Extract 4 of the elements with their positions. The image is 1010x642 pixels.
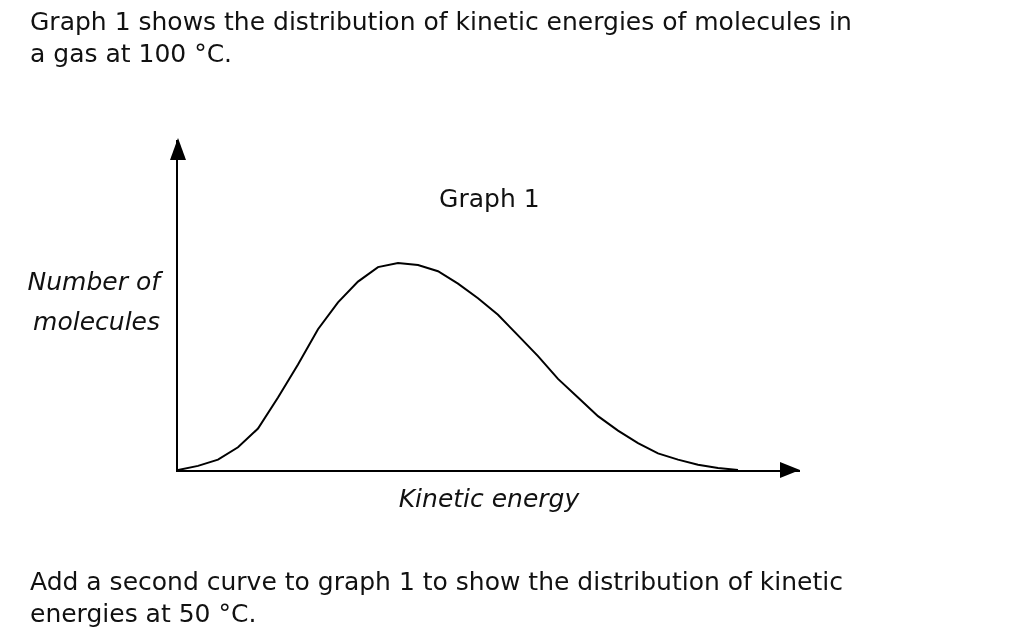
- caption: Graph 1 shows the distribution of kinetic energies of molecules in a gas at 100 °C.: [30, 6, 853, 70]
- chart-title: Graph 1: [439, 183, 540, 213]
- x-axis-title: Kinetic energy: [398, 483, 581, 513]
- text: Add a second curve to graph 1 to show the distribution of kinetic energies at 50 °C.: [30, 566, 844, 630]
